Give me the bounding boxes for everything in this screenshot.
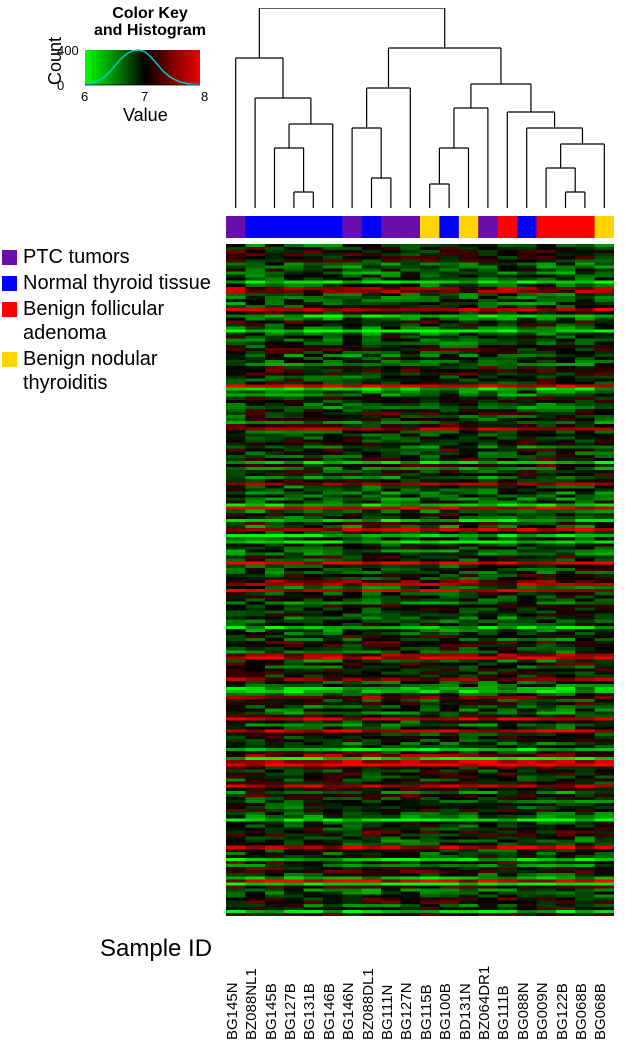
x-tick-label: BG111N xyxy=(379,985,396,1040)
color-key-x-tick: 6 xyxy=(81,89,88,104)
x-axis-labels: BG145NBZ088NL1BG145BBG127BBG131BBG146BBG… xyxy=(226,922,614,1040)
legend-swatch xyxy=(2,352,17,367)
x-tick-label: BG009N xyxy=(534,982,551,1040)
x-tick-label: BG111B xyxy=(495,986,512,1040)
color-key-y-tick: 400 xyxy=(57,43,79,58)
color-key-x-tick: 7 xyxy=(141,89,148,104)
legend-item: PTC tumors xyxy=(2,245,217,269)
legend-item: Normal thyroid tissue xyxy=(2,271,217,295)
legend-item: Benign follicular adenoma xyxy=(2,297,217,345)
color-key-x-tick: 8 xyxy=(201,89,208,104)
legend-swatch xyxy=(2,276,17,291)
x-axis-title: Sample ID xyxy=(100,935,212,963)
x-tick-label: BG115B xyxy=(418,984,435,1040)
color-key-y-tick: 0 xyxy=(57,78,64,93)
x-tick-label: BZ088NL1 xyxy=(243,968,260,1040)
x-tick-label: BG100B xyxy=(437,983,454,1040)
x-tick-label: BZ088DL1 xyxy=(360,968,377,1040)
color-key-title: Color Keyand Histogram xyxy=(85,5,215,39)
x-tick-label: BG145B xyxy=(263,983,280,1040)
heatmap-canvas xyxy=(226,244,614,916)
x-tick-label: BG068B xyxy=(592,983,609,1040)
legend: PTC tumorsNormal thyroid tissueBenign fo… xyxy=(2,245,217,535)
color-key: Color Keyand HistogramCount0400678Value xyxy=(30,5,200,140)
x-tick-label: BG146B xyxy=(321,983,338,1040)
x-tick-label: BD131N xyxy=(457,983,474,1040)
legend-swatch xyxy=(2,250,17,265)
x-tick-label: BG068B xyxy=(573,983,590,1040)
x-tick-label: BZ064DR1 xyxy=(476,966,493,1040)
x-tick-label: BG088N xyxy=(515,982,532,1040)
legend-label: Benign follicular adenoma xyxy=(23,297,217,345)
x-tick-label: BG146N xyxy=(340,982,357,1040)
dendrogram xyxy=(226,8,614,208)
figure-root: Color Keyand HistogramCount0400678Value … xyxy=(0,0,625,1052)
x-tick-label: BG127N xyxy=(398,982,415,1040)
legend-label: Normal thyroid tissue xyxy=(23,271,211,295)
x-tick-label: BG122B xyxy=(554,983,571,1040)
legend-label: PTC tumors xyxy=(23,245,130,269)
x-tick-label: BG145N xyxy=(224,982,241,1040)
color-key-x-label: Value xyxy=(123,105,168,126)
x-tick-label: BG127B xyxy=(282,983,299,1040)
legend-item: Benign nodular thyroiditis xyxy=(2,347,217,395)
x-tick-label: BG131B xyxy=(301,983,318,1040)
heatmap xyxy=(226,244,614,916)
legend-swatch xyxy=(2,302,17,317)
legend-label: Benign nodular thyroiditis xyxy=(23,347,217,395)
class-color-bar xyxy=(226,216,614,238)
